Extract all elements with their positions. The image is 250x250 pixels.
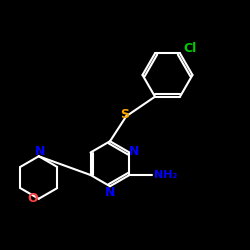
Text: Cl: Cl <box>184 42 197 55</box>
Text: N: N <box>35 145 45 158</box>
Text: N: N <box>129 145 140 158</box>
Text: N: N <box>105 186 115 199</box>
Text: NH₂: NH₂ <box>154 170 178 180</box>
Text: S: S <box>120 108 130 122</box>
Text: O: O <box>27 192 38 205</box>
